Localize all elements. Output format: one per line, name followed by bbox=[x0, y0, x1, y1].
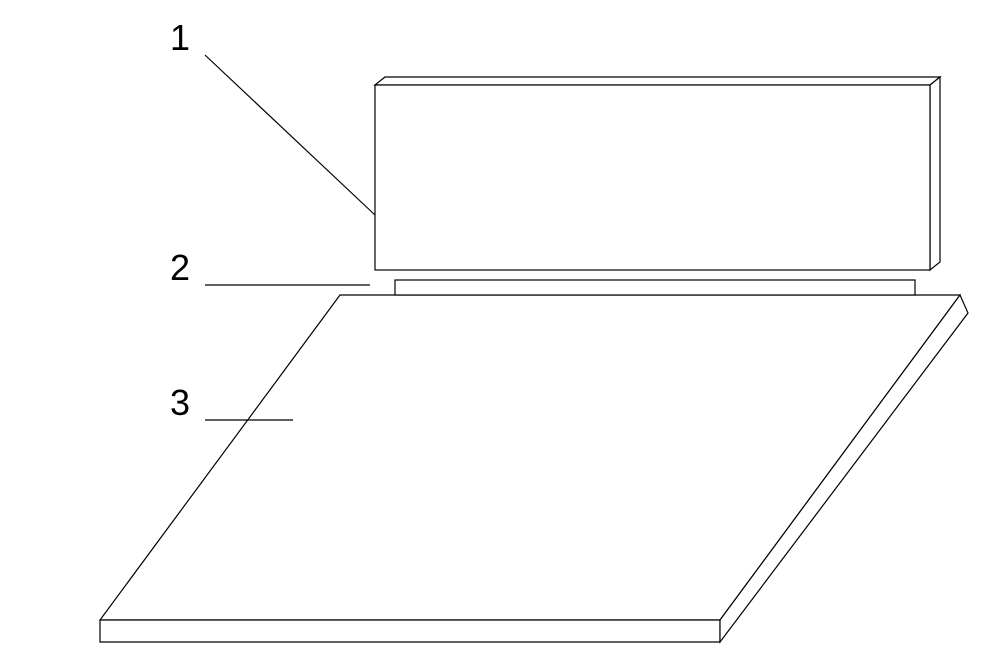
spacer-front bbox=[395, 280, 915, 295]
label-label1: 1 bbox=[170, 17, 190, 58]
top-block-front bbox=[375, 85, 930, 270]
label-label3: 3 bbox=[170, 382, 190, 423]
label-label2: 2 bbox=[170, 247, 190, 288]
base-plate-top bbox=[100, 295, 960, 620]
base-plate-front bbox=[100, 620, 720, 642]
top-block-right bbox=[930, 77, 940, 270]
leader-label1 bbox=[205, 55, 375, 215]
top-block-top bbox=[375, 77, 940, 85]
